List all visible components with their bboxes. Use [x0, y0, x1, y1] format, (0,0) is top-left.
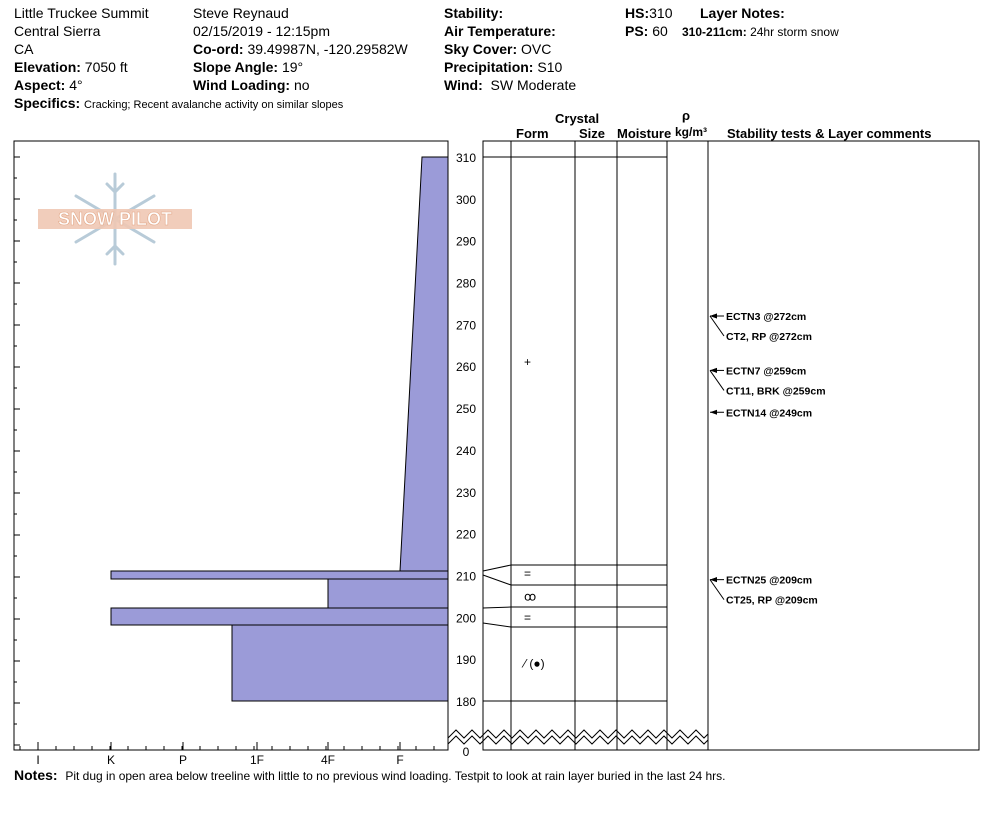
pit-depth: PS: 60: [625, 23, 668, 39]
depth-tick-label: 190: [456, 653, 476, 667]
stability-test: ECTN3 @272cm: [710, 311, 806, 323]
depth-axis: 310 300 290 280 270 260 250 240 230 220 210 200 190 1…: [456, 151, 476, 759]
depth-tick-label: 270: [456, 318, 476, 332]
depth-tick-label: 310: [456, 151, 476, 165]
depth-tick-label: 200: [456, 611, 476, 625]
hardness-layer-190: [231, 624, 449, 702]
form-header: Form: [516, 126, 549, 141]
crystal-form-symbols: + = ꝏ = ⁄ (●): [521, 355, 545, 670]
depth-tick-label: 210: [456, 569, 476, 583]
stability-test-label: CT25, RP @209cm: [726, 595, 818, 607]
crystal-table: [447, 140, 709, 751]
depth-tick-label: 250: [456, 402, 476, 416]
state: CA: [14, 41, 34, 57]
hardness-layer-210: [110, 570, 449, 580]
stability-test: ECTN25 @209cm: [710, 575, 812, 587]
hardness-axis-labels: I K P 1F 4F F: [19, 742, 435, 767]
stability-test: ECTN14 @249cm: [710, 407, 812, 419]
stability-test-label: ECTN3 @272cm: [726, 311, 806, 323]
mountain-range: Central Sierra: [14, 23, 101, 39]
crystal-header: Crystal: [555, 111, 600, 126]
stability-test-label: ECTN7 @259cm: [726, 365, 806, 377]
stability-test-label: ECTN25 @209cm: [726, 575, 812, 587]
depth-tick-label: 300: [456, 193, 476, 207]
hardness-tick-label: 4F: [321, 753, 335, 767]
hardness-tick-label: I: [36, 753, 39, 767]
air-temperature: Air Temperature:: [444, 23, 556, 39]
observer: Steve Reynaud: [193, 5, 289, 21]
hardness-tick-label: 1F: [250, 753, 264, 767]
left-axis-ticks: [14, 156, 20, 746]
location-name: Little Truckee Summit: [14, 5, 149, 21]
hardness-layer-205: [327, 578, 449, 609]
depth-tick-label: 280: [456, 277, 476, 291]
wind-loading: Wind Loading: no: [193, 77, 310, 93]
crystal-symbol: ⁄ (●): [521, 656, 545, 670]
depth-tick-label: 260: [456, 360, 476, 374]
crystal-symbol: ꝏ: [524, 589, 536, 603]
moisture-header: Moisture: [617, 126, 672, 141]
date-time: 02/15/2019 - 12:15pm: [193, 23, 330, 39]
specifics: Specifics: Cracking; Recent avalanche ac…: [14, 95, 344, 111]
stability-test: CT25, RP @209cm: [709, 577, 818, 607]
density-symbol: ρ: [682, 108, 691, 123]
layer-notes-title: Layer Notes:: [700, 5, 785, 21]
density-unit: kg/m³: [675, 125, 708, 139]
logo-text: SNOW PILOT: [58, 209, 172, 229]
wind: Wind: SW Moderate: [444, 77, 577, 93]
depth-tick-label: 220: [456, 528, 476, 542]
hardness-tick-label: F: [396, 753, 403, 767]
depth-tick-label: 230: [456, 486, 476, 500]
stability: Stability:: [444, 5, 504, 21]
slope-angle: Slope Angle: 19°: [193, 59, 304, 75]
layer-note: 310-211cm: 24hr storm snow: [682, 25, 839, 39]
stability-test: CT2, RP @272cm: [709, 313, 812, 343]
depth-tick-label: 290: [456, 235, 476, 249]
aspect: Aspect: 4°: [14, 77, 83, 93]
stability-test: ECTN7 @259cm: [710, 365, 806, 377]
stability-test: CT11, BRK @259cm: [709, 367, 826, 397]
stability-test-label: ECTN14 @249cm: [726, 407, 812, 419]
hardness-profile: [110, 156, 449, 702]
coordinates: Co-ord: 39.49987N, -120.29582W: [193, 41, 408, 57]
elevation: Elevation: 7050 ft: [14, 59, 128, 75]
snow-pilot-logo: SNOW PILOT: [38, 172, 192, 266]
depth-tick-label: 0: [463, 745, 470, 759]
stability-tests: ECTN3 @272cm CT2, RP @272cm ECTN7 @259cm CT…: [709, 311, 826, 607]
size-header: Size: [579, 126, 606, 141]
depth-tick-label: 240: [456, 444, 476, 458]
stability-comments-header: Stability tests & Layer comments: [727, 126, 932, 141]
precipitation: Precipitation: S10: [444, 59, 563, 75]
stability-test-label: CT2, RP @272cm: [726, 331, 812, 343]
crystal-symbol: +: [524, 355, 531, 369]
total-height: HS:310: [625, 5, 673, 21]
hardness-layer-storm-snow: [399, 156, 449, 572]
sky-cover: Sky Cover: OVC: [444, 41, 552, 57]
hardness-layer-200: [110, 607, 449, 626]
stability-test-label: CT11, BRK @259cm: [726, 385, 826, 397]
stability-panel: [707, 140, 980, 751]
hardness-tick-label: K: [107, 753, 115, 767]
depth-tick-label: 180: [456, 695, 476, 709]
notes: Notes: Pit dug in open area below treeli…: [14, 767, 726, 783]
crystal-symbol: =: [524, 566, 531, 580]
hardness-tick-label: P: [179, 753, 187, 767]
crystal-symbol: =: [524, 610, 531, 624]
